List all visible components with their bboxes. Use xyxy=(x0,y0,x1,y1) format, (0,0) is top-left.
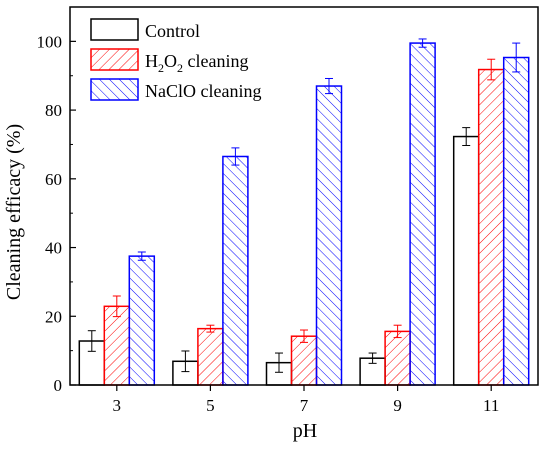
bar-back-11 xyxy=(502,56,530,386)
error-bar xyxy=(206,324,215,333)
legend-label: NaClO cleaning xyxy=(145,81,261,101)
error-bar xyxy=(487,58,496,81)
x-tick-label: 7 xyxy=(300,396,309,415)
bar-forward-5 xyxy=(197,327,224,386)
x-tick-label: 3 xyxy=(113,396,122,415)
x-axis-label: pH xyxy=(293,420,317,442)
error-bar xyxy=(137,251,146,261)
y-tick-label: 80 xyxy=(45,101,62,120)
bar-forward-9 xyxy=(384,330,411,386)
legend-swatch-none xyxy=(90,18,139,41)
x-tick-label: 5 xyxy=(206,396,215,415)
legend-swatch-forward xyxy=(90,48,139,71)
y-axis: 0 20 40 60 80 100 xyxy=(37,32,76,395)
y-tick-label: 20 xyxy=(45,307,62,326)
bar-back-5 xyxy=(222,155,249,386)
error-bar xyxy=(87,330,96,352)
error-bar xyxy=(275,352,283,373)
error-bar xyxy=(325,77,333,95)
error-bar xyxy=(512,42,521,73)
error-bar xyxy=(368,352,377,364)
error-bar xyxy=(462,127,471,146)
error-bar xyxy=(181,350,190,373)
x-tick-label: 11 xyxy=(483,396,499,415)
error-bar xyxy=(231,147,240,166)
legend-label: Control xyxy=(145,21,200,41)
x-axis: 3 5 7 9 11 xyxy=(113,385,499,415)
error-bar xyxy=(418,38,427,48)
bar-forward-3 xyxy=(103,305,131,386)
y-tick-label: 60 xyxy=(45,170,62,189)
bar-forward-11 xyxy=(477,68,505,386)
legend-swatch-back xyxy=(90,78,139,101)
legend: Control H2O2 cleaning NaClO cleaning xyxy=(90,18,261,101)
bar-back-7 xyxy=(315,85,343,386)
bar-none-11 xyxy=(452,135,480,386)
error-bar xyxy=(300,329,308,343)
error-bar xyxy=(112,295,121,318)
bar-back-3 xyxy=(128,255,156,386)
error-bar xyxy=(393,324,402,339)
bar-forward-7 xyxy=(290,335,318,386)
error-bars-layer xyxy=(87,38,521,373)
y-tick-label: 0 xyxy=(54,376,63,395)
y-axis-label: Cleaning efficacy (%) xyxy=(3,124,25,300)
y-tick-label: 100 xyxy=(37,32,63,51)
y-tick-label: 40 xyxy=(45,239,62,258)
legend-label: H2O2 cleaning xyxy=(145,51,248,75)
bar-back-9 xyxy=(409,42,436,386)
x-tick-label: 9 xyxy=(393,396,402,415)
